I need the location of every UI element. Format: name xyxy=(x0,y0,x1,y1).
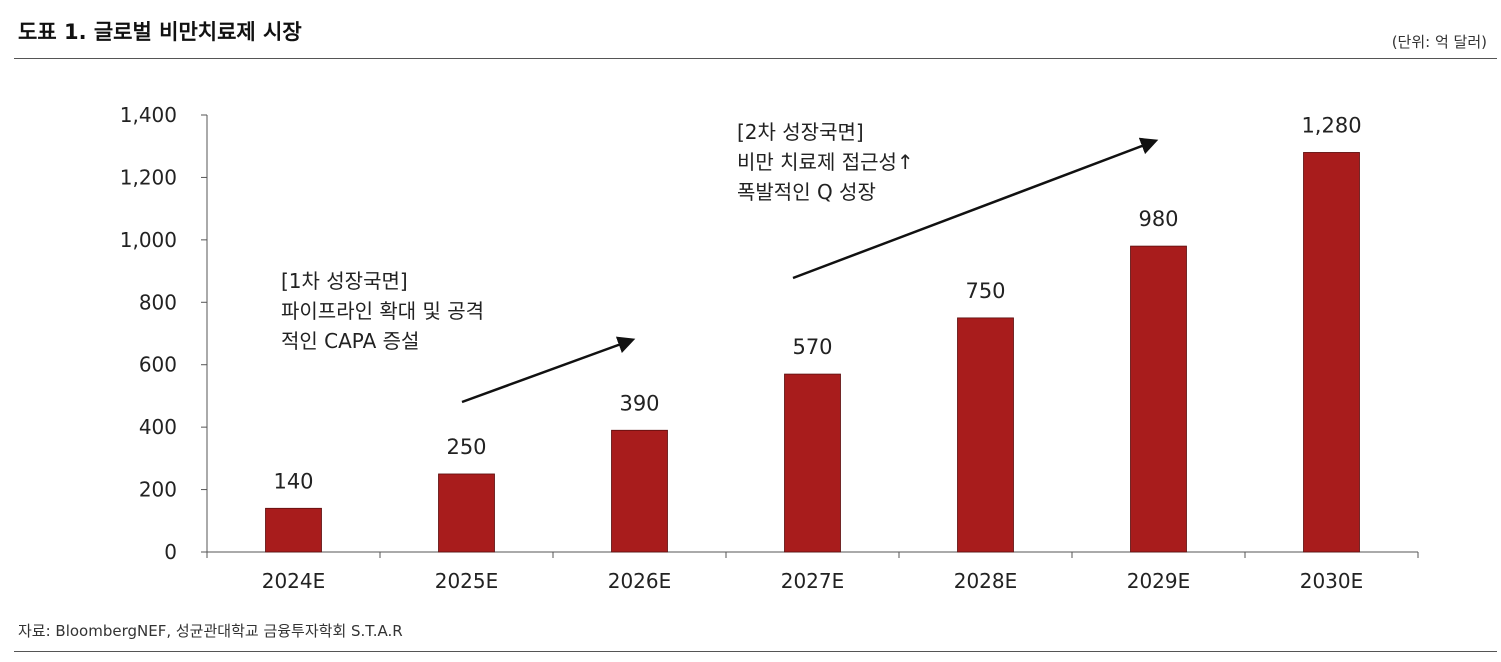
data-label: 140 xyxy=(273,469,313,493)
y-tick-label: 1,000 xyxy=(120,228,177,252)
bar-2024E xyxy=(265,507,322,553)
chart-bars xyxy=(265,152,1360,553)
top-divider xyxy=(14,58,1497,59)
y-tick-label: 1,200 xyxy=(120,165,177,189)
phase2-line2: 비만 치료제 접근성↑ xyxy=(737,150,914,174)
bar-2030E xyxy=(1303,152,1360,553)
source-note: 자료: BloombergNEF, 성균관대학교 금융투자학회 S.T.A.R xyxy=(18,622,403,640)
phase2-line3: 폭발적인 Q 성장 xyxy=(737,180,876,204)
phase1-line3: 적인 CAPA 증설 xyxy=(281,329,420,353)
x-tick-label: 2025E xyxy=(435,569,499,593)
phase2-line1: [2차 성장국면] xyxy=(737,120,864,144)
phase1-line1: [1차 성장국면] xyxy=(281,269,408,293)
phase1-arrow xyxy=(461,336,636,404)
x-tick-label: 2030E xyxy=(1300,569,1364,593)
bar-2029E xyxy=(1130,245,1187,553)
chart-axes: 0 200 400 600 800 1,000 1,200 1,400 xyxy=(120,103,1419,564)
data-label: 390 xyxy=(619,391,659,415)
y-tick-label: 800 xyxy=(139,290,177,314)
phase2-annotation: [2차 성장국면] 비만 치료제 접근성↑ 폭발적인 Q 성장 xyxy=(737,117,914,207)
data-label: 750 xyxy=(965,279,1005,303)
y-tick-label: 400 xyxy=(139,415,177,439)
bar-2026E xyxy=(611,429,668,553)
x-tick-label: 2028E xyxy=(954,569,1018,593)
chart-labels: 140 2024E 250 2025E 390 2026E 570 2027E 750 2028E… xyxy=(262,113,1364,593)
bar-2027E xyxy=(784,373,841,553)
y-tick-label: 1,400 xyxy=(120,103,177,127)
phase1-annotation: [1차 성장국면] 파이프라인 확대 및 공격 적인 CAPA 증설 xyxy=(281,266,484,356)
unit-label: (단위: 억 달러) xyxy=(1391,33,1487,51)
bar-2028E xyxy=(957,317,1014,553)
y-tick-label: 600 xyxy=(139,353,177,377)
x-tick-label: 2026E xyxy=(608,569,672,593)
x-tick-label: 2027E xyxy=(781,569,845,593)
x-tick-label: 2024E xyxy=(262,569,326,593)
bar-2025E xyxy=(438,473,495,553)
phase1-line2: 파이프라인 확대 및 공격 xyxy=(281,299,485,323)
data-label: 980 xyxy=(1138,207,1178,231)
phase2-arrow xyxy=(792,137,1159,280)
data-label: 1,280 xyxy=(1301,113,1361,137)
data-label: 250 xyxy=(446,435,486,459)
data-label: 570 xyxy=(792,335,832,359)
y-tick-label: 0 xyxy=(164,540,177,564)
chart-title: 도표 1. 글로벌 비만치료제 시장 xyxy=(18,20,302,44)
x-tick-label: 2029E xyxy=(1127,569,1191,593)
bottom-divider xyxy=(14,651,1497,652)
y-tick-label: 200 xyxy=(139,478,177,502)
